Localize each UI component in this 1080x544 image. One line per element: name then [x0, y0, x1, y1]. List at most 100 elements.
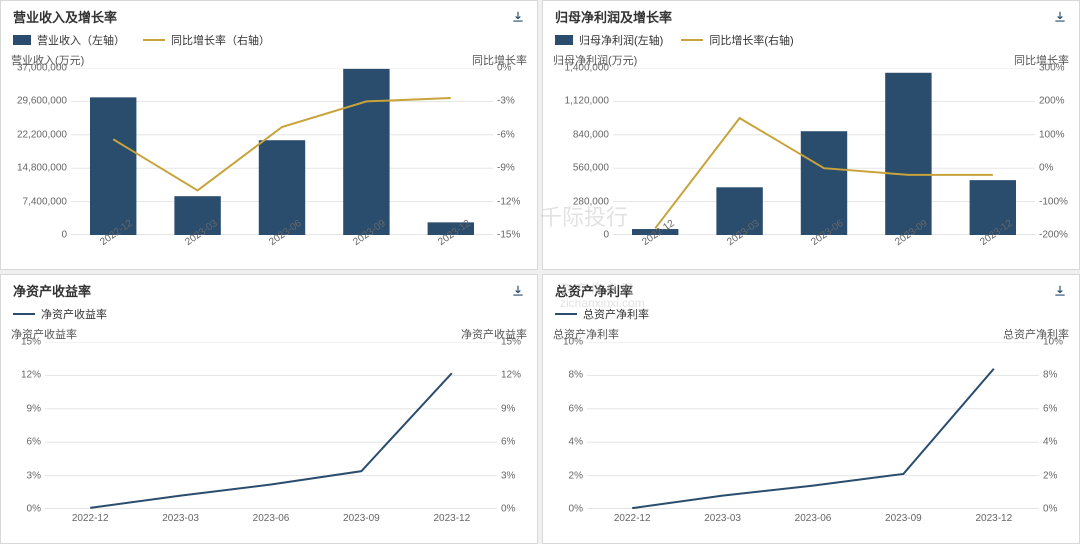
- download-icon[interactable]: [511, 284, 525, 298]
- xtick: 2023-06: [795, 513, 832, 524]
- plot: 0%3%6%9%12%15%0%3%6%9%12%15%2022-122023-…: [45, 342, 497, 509]
- ytick-right: 4%: [1043, 437, 1057, 448]
- chart-svg: [45, 342, 497, 509]
- legend-bar: 营业收入（左轴）: [13, 32, 125, 48]
- panel-header: 归母净利润及增长率: [543, 1, 1079, 28]
- legend-swatch-bar: [555, 35, 573, 45]
- ytick-right: 12%: [501, 370, 521, 381]
- legend-swatch-line: [143, 39, 165, 41]
- xtick: 2023-12: [975, 513, 1012, 524]
- legend-bar-label: 归母净利润(左轴): [579, 32, 663, 48]
- panel-title: 净资产收益率: [13, 281, 91, 300]
- legend-swatch-line: [13, 313, 35, 315]
- ytick-left: 29,600,000: [5, 96, 67, 107]
- ytick-left: 6%: [0, 437, 41, 448]
- bar[interactable]: [885, 73, 931, 235]
- ytick-right: 200%: [1039, 96, 1065, 107]
- ytick-right: 0%: [501, 504, 515, 515]
- ytick-left: 840,000: [547, 129, 609, 140]
- panel-roa: 总资产净利率 总资产净利率 总资产净利率 总资产净利率 0%2%4%6%8%10…: [542, 274, 1080, 544]
- ytick-right: -6%: [497, 129, 515, 140]
- ytick-left: 4%: [521, 437, 583, 448]
- legend-line: 净资产收益率: [13, 306, 107, 322]
- legend: 归母净利润(左轴) 同比增长率(右轴): [543, 28, 1079, 52]
- series-line: [90, 373, 452, 508]
- legend-bar-label: 营业收入（左轴）: [37, 32, 125, 48]
- ytick-left: 10%: [521, 337, 583, 348]
- chart-area: 归母净利润(万元) 同比增长率 0280,000560,000840,0001,…: [543, 52, 1079, 269]
- download-icon[interactable]: [1053, 10, 1067, 24]
- ytick-left: 14,800,000: [5, 163, 67, 174]
- ytick-left: 15%: [0, 337, 41, 348]
- chart-svg: [71, 68, 493, 235]
- panel-header: 营业收入及增长率: [1, 1, 537, 28]
- ytick-right: 3%: [501, 470, 515, 481]
- ytick-right: 10%: [1043, 337, 1063, 348]
- ytick-right: 0%: [497, 63, 511, 74]
- legend-swatch-bar: [13, 35, 31, 45]
- legend-line: 同比增长率(右轴): [681, 32, 793, 48]
- xtick: 2023-06: [253, 513, 290, 524]
- panel-title: 营业收入及增长率: [13, 7, 117, 26]
- xtick: 2023-12: [433, 513, 470, 524]
- legend: 营业收入（左轴） 同比增长率（右轴）: [1, 28, 537, 52]
- ytick-right: 6%: [501, 437, 515, 448]
- legend-line-label: 同比增长率(右轴): [709, 32, 793, 48]
- ytick-right: 6%: [1043, 403, 1057, 414]
- ytick-left: 1,400,000: [547, 63, 609, 74]
- legend-line: 同比增长率（右轴）: [143, 32, 270, 48]
- download-icon[interactable]: [1053, 284, 1067, 298]
- ytick-right: 15%: [501, 337, 521, 348]
- download-icon[interactable]: [511, 10, 525, 24]
- ytick-left: 2%: [521, 470, 583, 481]
- ytick-left: 1,120,000: [547, 96, 609, 107]
- plot: 0%2%4%6%8%10%0%2%4%6%8%10%2022-122023-03…: [587, 342, 1039, 509]
- ytick-right: 300%: [1039, 63, 1065, 74]
- ytick-left: 0%: [0, 504, 41, 515]
- xtick: 2022-12: [72, 513, 109, 524]
- panel-title: 归母净利润及增长率: [555, 7, 672, 26]
- legend-swatch-line: [555, 313, 577, 315]
- chart-svg: [587, 342, 1039, 509]
- ytick-left: 8%: [521, 370, 583, 381]
- chart-svg: [613, 68, 1035, 235]
- dashboard-grid: 营业收入及增长率 营业收入（左轴） 同比增长率（右轴） 营业收入(万元) 同比增…: [0, 0, 1080, 544]
- plot: 0280,000560,000840,0001,120,0001,400,000…: [613, 68, 1035, 235]
- ytick-left: 7,400,000: [5, 196, 67, 207]
- ytick-right: 100%: [1039, 129, 1065, 140]
- legend-bar: 归母净利润(左轴): [555, 32, 663, 48]
- ytick-left: 0: [547, 230, 609, 241]
- ytick-right: -3%: [497, 96, 515, 107]
- ytick-right: 9%: [501, 403, 515, 414]
- ytick-left: 3%: [0, 470, 41, 481]
- bar[interactable]: [90, 97, 136, 235]
- ytick-right: 0%: [1039, 163, 1053, 174]
- ytick-right: 0%: [1043, 504, 1057, 515]
- xtick: 2023-03: [704, 513, 741, 524]
- chart-area: 营业收入(万元) 同比增长率 07,400,00014,800,00022,20…: [1, 52, 537, 269]
- ytick-right: -9%: [497, 163, 515, 174]
- ytick-right: -12%: [497, 196, 520, 207]
- ytick-right: -15%: [497, 230, 520, 241]
- bar[interactable]: [343, 69, 389, 235]
- ytick-left: 22,200,000: [5, 129, 67, 140]
- xtick: 2022-12: [614, 513, 651, 524]
- chart-area: 总资产净利率 总资产净利率 0%2%4%6%8%10%0%2%4%6%8%10%…: [543, 326, 1079, 543]
- chart-area: 净资产收益率 净资产收益率 0%3%6%9%12%15%0%3%6%9%12%1…: [1, 326, 537, 543]
- panel-roe: 净资产收益率 净资产收益率 净资产收益率 净资产收益率 0%3%6%9%12%1…: [0, 274, 538, 544]
- ytick-right: -200%: [1039, 230, 1068, 241]
- panel-header: 净资产收益率: [1, 275, 537, 302]
- ytick-left: 9%: [0, 403, 41, 414]
- legend-line: 总资产净利率: [555, 306, 649, 322]
- panel-title: 总资产净利率: [555, 281, 633, 300]
- xtick: 2023-09: [343, 513, 380, 524]
- legend: 总资产净利率: [543, 302, 1079, 326]
- ytick-right: -100%: [1039, 196, 1068, 207]
- ytick-left: 0%: [521, 504, 583, 515]
- series-line: [632, 369, 994, 508]
- legend-line-label: 同比增长率（右轴）: [171, 32, 270, 48]
- legend: 净资产收益率: [1, 302, 537, 326]
- ytick-left: 560,000: [547, 163, 609, 174]
- plot: 07,400,00014,800,00022,200,00029,600,000…: [71, 68, 493, 235]
- legend-line-label: 总资产净利率: [583, 306, 649, 322]
